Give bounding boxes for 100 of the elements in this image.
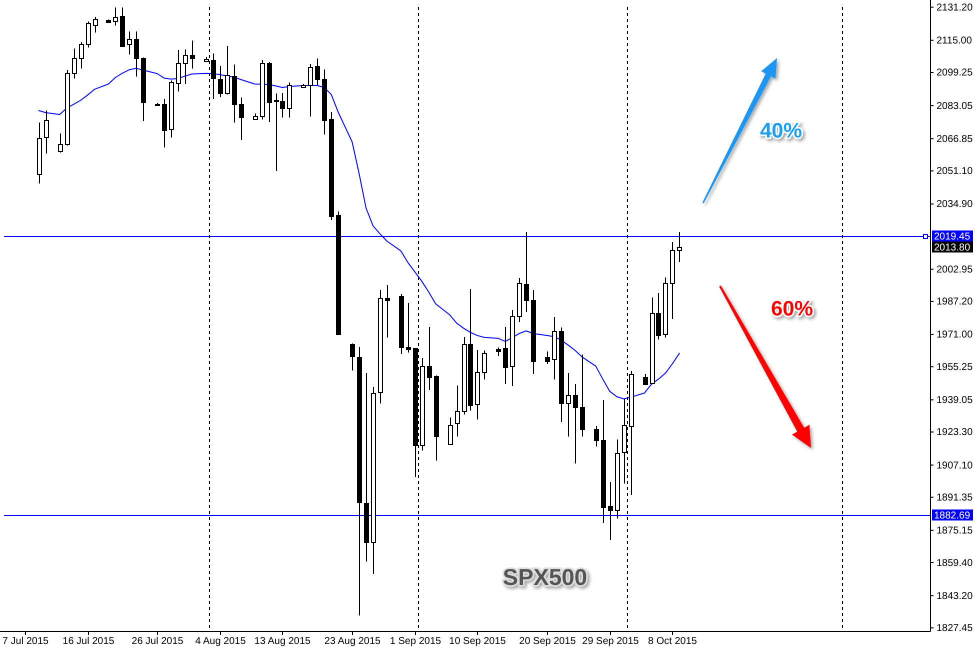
candlestick bbox=[475, 350, 480, 420]
candlestick bbox=[141, 57, 146, 122]
candlestick bbox=[127, 30, 132, 56]
candlestick bbox=[615, 439, 620, 520]
candlestick bbox=[573, 384, 578, 464]
y-tick-label: 1987.20 bbox=[936, 296, 974, 308]
candlestick bbox=[524, 232, 529, 313]
candlestick bbox=[503, 326, 508, 384]
x-tick-label: 16 Jul 2015 bbox=[62, 636, 115, 647]
candlestick bbox=[329, 112, 334, 220]
y-tick-label: 1939.05 bbox=[936, 395, 974, 406]
ref-line-label: 2019.45 bbox=[934, 232, 971, 242]
candlestick bbox=[455, 385, 460, 437]
y-tick-label: 1843.20 bbox=[936, 590, 974, 602]
y-tick-label: 2083.05 bbox=[936, 100, 974, 112]
candlestick bbox=[322, 68, 327, 135]
x-tick-label: 7 Jul 2015 bbox=[2, 636, 50, 647]
y-tick-label: 2034.90 bbox=[936, 199, 974, 210]
candlestick bbox=[162, 98, 167, 148]
candlestick bbox=[86, 20, 91, 48]
x-tick-label: 8 Oct 2015 bbox=[648, 636, 698, 647]
candlestick bbox=[65, 69, 70, 146]
candlestick bbox=[357, 346, 362, 616]
candlestick bbox=[301, 83, 306, 88]
candlestick bbox=[448, 417, 453, 445]
candlestick bbox=[106, 19, 111, 24]
x-tick-label: 4 Aug 2015 bbox=[195, 636, 246, 647]
x-tick-label: 10 Sep 2015 bbox=[449, 636, 506, 647]
annotation: 40% bbox=[760, 119, 802, 142]
y-tick-label: 2099.25 bbox=[936, 68, 974, 79]
x-tick-label: 26 Jul 2015 bbox=[132, 636, 184, 647]
candlestick bbox=[44, 110, 49, 154]
candlestick bbox=[176, 50, 181, 92]
candlestick bbox=[336, 211, 341, 336]
candlestick bbox=[134, 30, 139, 77]
y-tick-label: 2115.00 bbox=[936, 36, 972, 47]
candlestick bbox=[169, 80, 174, 138]
candlestick bbox=[559, 327, 564, 422]
y-tick-label: 1891.35 bbox=[936, 492, 974, 504]
candlestick bbox=[580, 354, 585, 437]
x-tick-label: 13 Aug 2015 bbox=[254, 636, 312, 647]
candlestick bbox=[267, 61, 272, 122]
candlestick bbox=[566, 372, 571, 437]
candlestick bbox=[315, 58, 320, 86]
candlestick bbox=[183, 49, 188, 85]
candlestick bbox=[58, 133, 63, 153]
candlestick bbox=[378, 290, 383, 404]
text: SPX500 bbox=[502, 564, 588, 590]
candlestick bbox=[37, 122, 42, 184]
candlestick bbox=[643, 374, 648, 386]
y-tick-label: 1875.15 bbox=[936, 526, 974, 537]
text: 2013.80 bbox=[934, 242, 971, 254]
y-tick-label: 1827.45 bbox=[936, 623, 974, 634]
candlestick bbox=[670, 242, 675, 320]
candlestick bbox=[225, 46, 230, 96]
y-tick-label: 2131.20 bbox=[936, 2, 974, 14]
candlestick bbox=[232, 64, 237, 124]
y-tick-label: 1907.10 bbox=[936, 460, 974, 472]
candlestick bbox=[510, 309, 515, 387]
x-tick-label: 23 Aug 2015 bbox=[324, 636, 382, 647]
candlestick bbox=[350, 343, 355, 371]
candlestick bbox=[406, 302, 411, 353]
candlestick bbox=[552, 316, 557, 380]
candlestick bbox=[113, 7, 118, 26]
candlestick bbox=[517, 278, 522, 323]
candlestick bbox=[594, 425, 599, 447]
candlestick bbox=[663, 277, 668, 338]
candlestick bbox=[434, 374, 439, 461]
y-tick-label: 1971.00 bbox=[936, 330, 974, 341]
candlestick bbox=[155, 102, 160, 106]
candlestick bbox=[190, 40, 195, 69]
candlestick bbox=[601, 400, 606, 524]
x-tick-label: 20 Sep 2015 bbox=[519, 636, 576, 647]
candlestick bbox=[608, 481, 613, 541]
candlestick bbox=[371, 386, 376, 574]
y-tick-label: 2002.95 bbox=[936, 264, 974, 276]
y-tick-label: 1955.25 bbox=[936, 362, 974, 373]
candlestick bbox=[79, 41, 84, 69]
candlestick bbox=[364, 372, 369, 562]
candlestick bbox=[531, 290, 536, 374]
candlestick bbox=[496, 347, 501, 356]
candlestick bbox=[253, 113, 258, 120]
candlestick bbox=[72, 48, 77, 79]
candlestick bbox=[287, 82, 292, 118]
candlestick bbox=[260, 60, 265, 120]
candlestick bbox=[218, 66, 223, 98]
candlestick bbox=[545, 351, 550, 364]
candlestick bbox=[308, 64, 313, 118]
annotation: 60% bbox=[770, 297, 814, 320]
candlestick bbox=[427, 326, 432, 391]
x-tick-label: 1 Sep 2015 bbox=[390, 636, 442, 647]
candlestick bbox=[120, 7, 125, 48]
candlestick bbox=[239, 96, 244, 140]
y-tick-label: 2051.10 bbox=[936, 166, 974, 178]
candlestick bbox=[677, 232, 682, 262]
y-tick-label: 1923.30 bbox=[936, 427, 974, 438]
y-tick-label: 2066.85 bbox=[936, 134, 974, 145]
y-tick-label: 1859.40 bbox=[936, 558, 974, 569]
ref-line-label: 1882.69 bbox=[934, 510, 971, 522]
candlestick bbox=[93, 16, 98, 34]
